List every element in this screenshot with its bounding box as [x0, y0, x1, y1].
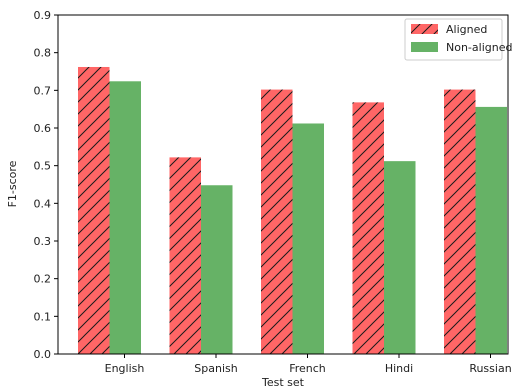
- x-tick-label-english: English: [105, 362, 145, 375]
- y-tick-label: 0.2: [34, 273, 52, 286]
- y-tick-label: 0.4: [34, 197, 52, 210]
- x-tick-label-spanish: Spanish: [194, 362, 237, 375]
- bar-hatch-aligned-spanish: [169, 157, 201, 354]
- bar-non-aligned-french: [292, 123, 324, 354]
- legend-swatch-non-aligned: [411, 42, 438, 52]
- y-axis-title: F1-score: [6, 160, 19, 207]
- y-tick-label: 0.1: [34, 310, 52, 323]
- bar-non-aligned-english: [109, 81, 141, 354]
- bar-hatch-aligned-french: [261, 89, 293, 354]
- legend-label-aligned: Aligned: [446, 23, 487, 36]
- y-tick-label: 0.3: [34, 235, 52, 248]
- bar-non-aligned-spanish: [201, 185, 233, 354]
- plot-area-frame: [57, 14, 509, 355]
- bar-non-aligned-hindi: [384, 161, 416, 354]
- y-tick-label: 0.7: [34, 84, 52, 97]
- legend: Aligned Non-aligned: [404, 18, 512, 61]
- bar-non-aligned-russian: [475, 106, 507, 354]
- y-tick-label: 0.5: [34, 160, 52, 173]
- y-tick-label: 0.6: [34, 122, 52, 135]
- x-axis: English Spanish French Hindi Russian: [105, 354, 512, 375]
- x-tick-label-russian: Russian: [469, 362, 511, 375]
- bars-layer: [78, 66, 507, 355]
- bar-hatch-aligned-russian: [444, 89, 476, 354]
- y-axis: 0.0 0.1 0.2 0.3 0.4 0.5 0.6 0.7 0.8 0.9: [34, 9, 58, 361]
- x-tick-label-french: French: [289, 362, 326, 375]
- x-tick-label-hindi: Hindi: [385, 362, 413, 375]
- y-tick-label: 0.8: [34, 47, 52, 60]
- x-axis-title: Test set: [261, 376, 305, 389]
- bar-hatch-aligned-hindi: [352, 102, 384, 355]
- legend-label-non-aligned: Non-aligned: [446, 41, 512, 54]
- legend-hatch-aligned: [411, 24, 438, 34]
- y-tick-label: 0.0: [34, 348, 52, 361]
- y-tick-label: 0.9: [34, 9, 52, 22]
- bar-hatch-aligned-english: [78, 66, 110, 354]
